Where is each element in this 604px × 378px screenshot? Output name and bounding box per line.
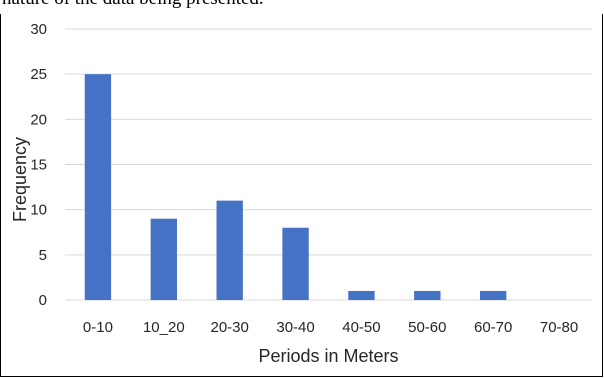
bar-20-30 — [216, 200, 243, 300]
y-tick-label: 25 — [30, 66, 47, 83]
x-tick-label: 30-40 — [276, 319, 314, 336]
bars — [84, 74, 507, 301]
bar-0-10 — [84, 74, 112, 301]
y-tick-label: 10 — [30, 202, 47, 219]
y-tick-label: 30 — [30, 21, 47, 38]
gridlines — [65, 28, 592, 301]
x-tick-label: 20-30 — [211, 319, 249, 336]
y-tick-label: 0 — [39, 292, 47, 309]
y-tick-label: 5 — [39, 247, 47, 264]
y-tick-labels: 0 5 10 15 20 25 30 — [30, 21, 47, 309]
x-tick-label: 70-80 — [540, 319, 578, 336]
x-tick-label: 40-50 — [342, 319, 380, 336]
x-tick-labels: 0-10 10_20 20-30 30-40 40-50 50-60 60-70 70-80 — [83, 319, 578, 336]
bar-60-70 — [480, 290, 507, 300]
y-axis-title: Frequency — [10, 137, 30, 222]
bar-30-40 — [282, 227, 309, 300]
caption-text: nature of the data being presented. — [2, 0, 264, 10]
bar-10_20 — [150, 218, 177, 300]
x-tick-label: 50-60 — [408, 319, 446, 336]
x-tick-label: 10_20 — [143, 319, 185, 336]
x-tick-label: 60-70 — [474, 319, 512, 336]
chart-frame — [0, 14, 603, 377]
y-tick-label: 20 — [30, 111, 47, 128]
x-axis-title: Periods in Meters — [258, 346, 398, 366]
y-tick-label: 15 — [30, 157, 47, 174]
x-tick-label: 0-10 — [83, 319, 113, 336]
bar-40-50 — [348, 290, 375, 300]
bar-50-60 — [414, 290, 441, 300]
